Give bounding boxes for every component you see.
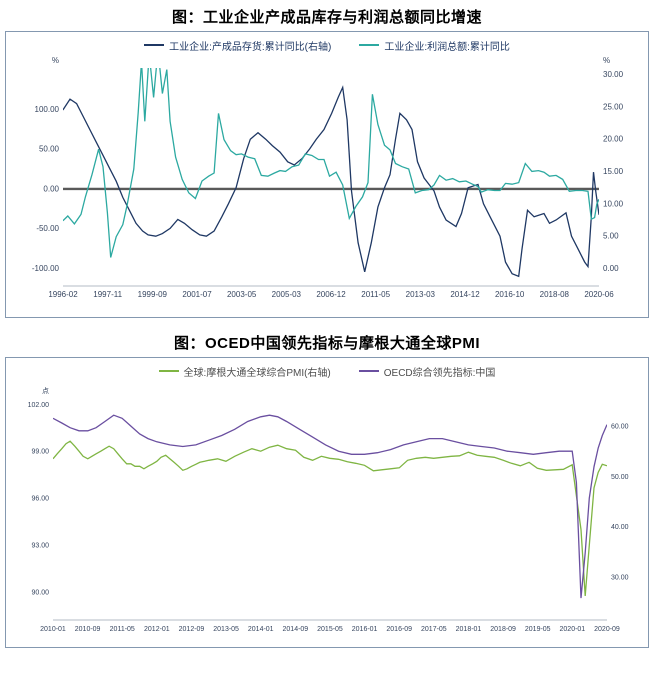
legend-label: 工业企业:利润总额:累计同比 — [384, 41, 510, 53]
left-axis-tick-label: -50.00 — [36, 224, 59, 233]
left-axis-tick-label: 50.00 — [39, 145, 60, 154]
legend-item: OECD综合领先指标:中国 — [358, 364, 496, 379]
x-axis-tick-label: 2015-05 — [317, 626, 343, 633]
right-axis-tick-label: 20.00 — [603, 135, 624, 144]
right-axis-tick-label: 5.00 — [603, 232, 619, 241]
series-line — [53, 414, 607, 599]
x-axis-tick-label: 2014-01 — [248, 626, 274, 633]
chart2-title: 图：OCED中国领先指标与摩根大通全球PMI — [173, 335, 480, 352]
x-axis-tick-label: 2018-01 — [456, 626, 482, 633]
right-axis-tick-label: 25.00 — [603, 102, 624, 111]
right-axis-tick-label: 30.00 — [611, 574, 629, 581]
x-axis-tick-label: 2012-09 — [179, 626, 205, 633]
legend-line-swatch — [359, 44, 380, 46]
x-axis-tick-label: 2018-08 — [540, 290, 570, 299]
left-axis-tick-label: 90.00 — [31, 589, 49, 596]
chart2-panel: 全球:摩根大通全球综合PMI(右轴) OECD综合领先指标:中国 102.00 99… — [5, 357, 649, 648]
x-axis-tick-label: 2016-10 — [495, 290, 525, 299]
legend-item: 全球:摩根大通全球综合PMI(右轴) — [158, 364, 331, 379]
series-line — [63, 68, 599, 258]
left-axis-tick-label: 102.00 — [28, 402, 50, 409]
x-axis-tick-label: 2005-03 — [272, 290, 302, 299]
legend-line-swatch — [158, 370, 179, 372]
right-axis-tick-label: 40.00 — [611, 524, 629, 531]
chart1-panel: 工业企业:产成品存货:累计同比(右轴) 工业企业:利润总额:累计同比 100.00… — [5, 31, 649, 318]
series-line — [63, 85, 599, 278]
left-axis-tick-label: -100.00 — [32, 264, 60, 273]
legend-line-swatch — [358, 370, 379, 372]
chart2-legend: 全球:摩根大通全球综合PMI(右轴) OECD综合领先指标:中国 — [7, 362, 647, 380]
legend-line-swatch — [144, 44, 165, 46]
x-axis-tick-label: 2014-09 — [283, 626, 309, 633]
x-axis-tick-label: 2013-03 — [406, 290, 436, 299]
x-axis-tick-label: 2018-09 — [490, 626, 516, 633]
report-page: { "colors": { "panel_border": "#8498b0",… — [0, 6, 654, 686]
x-axis-tick-label: 2013-05 — [213, 626, 239, 633]
left-axis-tick-label: 0.00 — [43, 184, 59, 193]
x-axis-tick-label: 2003-05 — [227, 290, 257, 299]
x-axis-tick-label: 2020-09 — [594, 626, 620, 633]
legend-label: 工业企业:产成品存货:累计同比(右轴) — [169, 41, 332, 53]
legend-item: 工业企业:利润总额:累计同比 — [359, 38, 510, 53]
legend-item: 工业企业:产成品存货:累计同比(右轴) — [144, 38, 331, 53]
x-axis-tick-label: 2016-01 — [352, 626, 378, 633]
x-axis-tick-label: 2014-12 — [450, 290, 480, 299]
x-axis-tick-label: 1999-09 — [138, 290, 168, 299]
x-axis-tick-label: 1997-11 — [93, 290, 122, 299]
left-axis-unit-label: % — [52, 56, 59, 65]
right-axis-tick-label: 10.00 — [603, 199, 624, 208]
legend-label: 全球:摩根大通全球综合PMI(右轴) — [183, 367, 331, 379]
right-axis-tick-label: 50.00 — [611, 474, 629, 481]
x-axis-tick-label: 2020-06 — [584, 290, 614, 299]
right-axis-tick-label: 30.00 — [603, 70, 624, 79]
series-line — [53, 440, 607, 596]
left-axis-tick-label: 93.00 — [31, 542, 49, 549]
oecd-pmi-line-chart: 102.00 99.00 96.00 93.00 90.00 60.00 50.00 40.0… — [28, 387, 629, 633]
right-axis-tick-label: 15.00 — [603, 167, 624, 176]
x-axis-tick-label: 2020-01 — [560, 626, 586, 633]
x-axis-tick-label: 2017-05 — [421, 626, 447, 633]
x-axis-tick-label: 2011-05 — [361, 290, 390, 299]
x-axis-tick-label: 2019-05 — [525, 626, 551, 633]
right-axis-unit-label: % — [603, 56, 610, 65]
legend-label: OECD综合领先指标:中国 — [383, 367, 496, 379]
left-axis-unit-label: 点 — [42, 387, 49, 395]
inventory-profit-line-chart: 100.00 50.00 0.00 -50.00 -100.00 30.00 25.00 20… — [32, 56, 624, 299]
x-axis-tick-label: 2010-09 — [75, 626, 101, 633]
left-axis-tick-label: 96.00 — [31, 496, 49, 503]
left-axis-tick-label: 100.00 — [35, 105, 60, 114]
chart1-legend: 工业企业:产成品存货:累计同比(右轴) 工业企业:利润总额:累计同比 — [7, 36, 647, 54]
left-axis-tick-label: 99.00 — [31, 449, 49, 456]
x-axis-tick-label: 2016-09 — [386, 626, 412, 633]
x-axis-tick-label: 2001-07 — [182, 290, 212, 299]
x-axis-tick-label: 1996-02 — [48, 290, 78, 299]
x-axis-tick-label: 2010-01 — [40, 626, 66, 633]
x-axis-tick-label: 2012-01 — [144, 626, 170, 633]
x-axis-tick-label: 2006-12 — [316, 290, 346, 299]
chart1-title: 图：工业企业产成品库存与利润总额同比增速 — [171, 9, 482, 26]
right-axis-tick-label: 60.00 — [611, 424, 629, 431]
right-axis-tick-label: 0.00 — [603, 264, 619, 273]
x-axis-tick-label: 2011-05 — [110, 626, 135, 633]
